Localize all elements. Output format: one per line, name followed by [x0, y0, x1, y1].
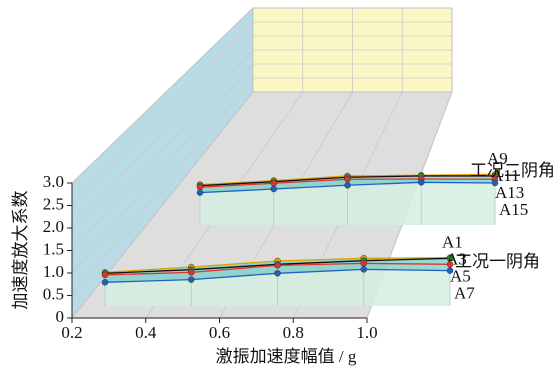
x-tick-label: 0.4 — [135, 323, 157, 342]
y-axis-title: 加速度放大系数 — [11, 191, 30, 310]
series-label: A13 — [495, 183, 524, 202]
y-tick-label: 3.0 — [43, 172, 64, 191]
point — [188, 276, 195, 283]
point — [270, 185, 277, 193]
point — [446, 261, 454, 268]
point — [101, 279, 109, 286]
point — [360, 266, 367, 273]
point — [101, 271, 109, 279]
point — [360, 260, 367, 267]
point — [274, 270, 281, 277]
slice-label: 工况二阴角 — [470, 161, 555, 180]
series-label: A9 — [487, 149, 508, 168]
grid-line — [71, 7, 254, 184]
x-tick-label: 0.8 — [283, 323, 304, 342]
x-tick-label: 0.2 — [61, 323, 82, 342]
series-label: A1 — [442, 233, 463, 252]
series-label: A5 — [450, 267, 471, 286]
series-label: A7 — [454, 284, 475, 303]
point — [446, 267, 454, 274]
slice-label: 工况一阴角 — [455, 252, 540, 271]
y-tick-label: 1.5 — [43, 239, 64, 258]
x-axis-title: 激振加速度幅值 / g — [216, 347, 357, 366]
y-tick-label: 0 — [56, 307, 65, 326]
x-tick-label: 1.0 — [356, 323, 377, 342]
grid-line — [71, 21, 254, 206]
point — [344, 176, 351, 183]
point — [188, 269, 195, 276]
series-label: A15 — [499, 200, 528, 219]
grid-line — [71, 77, 254, 296]
y-tick-label: 0.5 — [43, 284, 64, 303]
y-tick-label: 2.5 — [43, 194, 64, 213]
grid-line — [71, 35, 254, 229]
point — [491, 179, 499, 187]
series-label: A11 — [491, 166, 520, 185]
point — [196, 189, 204, 196]
grid-line — [71, 63, 254, 274]
y-tick-label: 2.0 — [43, 217, 64, 236]
point — [270, 180, 277, 187]
grid-line — [71, 49, 254, 251]
x-tick-label: 0.6 — [209, 323, 230, 342]
y-tick-label: 1.0 — [43, 262, 64, 281]
grid-line — [71, 91, 254, 319]
point — [344, 182, 351, 189]
point — [274, 262, 281, 269]
point — [418, 179, 425, 186]
